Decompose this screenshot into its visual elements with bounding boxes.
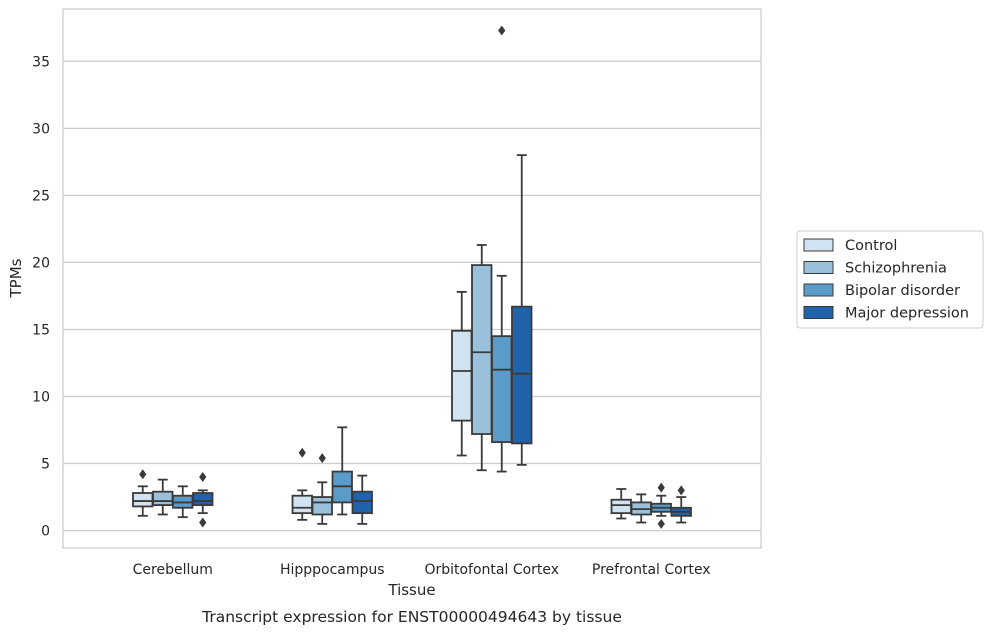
box-control xyxy=(291,447,313,521)
x-tick-label: Orbitofontal Cortex xyxy=(424,562,559,578)
box-body xyxy=(192,492,214,506)
y-tick-label: 25 xyxy=(32,188,50,204)
box-schizophrenia xyxy=(152,478,174,516)
legend-label: Control xyxy=(845,238,897,254)
box-bipolar-disorder xyxy=(331,426,353,516)
box-control xyxy=(610,488,632,520)
box-major-depression xyxy=(192,471,214,528)
box-body xyxy=(451,329,473,422)
box-body xyxy=(291,494,313,515)
legend-swatch xyxy=(803,306,834,319)
y-tick-label: 20 xyxy=(32,255,50,271)
legend-swatch xyxy=(803,283,834,297)
box-major-depression xyxy=(511,154,533,466)
outlier-point xyxy=(318,453,326,464)
y-tick-label: 35 xyxy=(32,54,50,70)
box-bipolar-disorder xyxy=(172,485,194,519)
outlier-point xyxy=(199,471,207,482)
chart-caption: Transcript expression for ENST0000049464… xyxy=(201,608,622,626)
box-major-depression xyxy=(351,474,373,525)
y-tick-label: 5 xyxy=(41,457,50,473)
outlier-point xyxy=(199,517,207,528)
grid-lines xyxy=(63,60,761,532)
box-body xyxy=(351,490,373,515)
outlier-point xyxy=(657,482,665,493)
outlier-point xyxy=(298,447,306,458)
legend-label: Bipolar disorder xyxy=(845,283,960,299)
box-body xyxy=(491,335,513,443)
x-tick-labels: Cerebellum Hipppocampus Orbitofontal Corte… xyxy=(133,562,711,578)
box-control xyxy=(132,469,154,517)
x-tick-label: Prefrontal Cortex xyxy=(592,562,711,578)
legend-label: Schizophrenia xyxy=(845,261,947,277)
box-body xyxy=(610,498,632,515)
box-body xyxy=(311,496,333,516)
box-body xyxy=(132,492,154,508)
box-schizophrenia xyxy=(311,453,333,525)
outlier-point xyxy=(139,469,147,480)
box-bipolar-disorder xyxy=(650,482,672,529)
y-tick-label: 15 xyxy=(32,322,50,338)
x-tick-label: Hipppocampus xyxy=(280,562,385,578)
y-tick-labels: 0 5 10 15 20 25 30 35 xyxy=(32,54,50,539)
y-tick-label: 30 xyxy=(32,121,50,137)
y-tick-label: 10 xyxy=(32,389,50,405)
legend-swatch xyxy=(803,261,834,274)
x-tick-label: Cerebellum xyxy=(133,562,213,578)
box-body xyxy=(152,490,174,506)
outlier-point xyxy=(677,485,685,496)
box-major-depression xyxy=(670,485,692,524)
box-body xyxy=(471,264,493,435)
x-axis-title: Tissue xyxy=(387,581,435,599)
legend-label: Major depression xyxy=(845,306,969,322)
outlier-point xyxy=(498,25,506,36)
outlier-point xyxy=(657,518,665,529)
legend-frame xyxy=(796,230,984,329)
plot-frame xyxy=(62,8,762,549)
y-axis-title: TPMs xyxy=(7,258,25,298)
y-tick-label: 0 xyxy=(41,524,50,540)
box-body xyxy=(511,305,533,445)
legend: Control Schizophrenia Bipolar disorder Majo… xyxy=(796,230,984,329)
box-layer xyxy=(132,25,692,529)
legend-swatch xyxy=(803,238,834,252)
